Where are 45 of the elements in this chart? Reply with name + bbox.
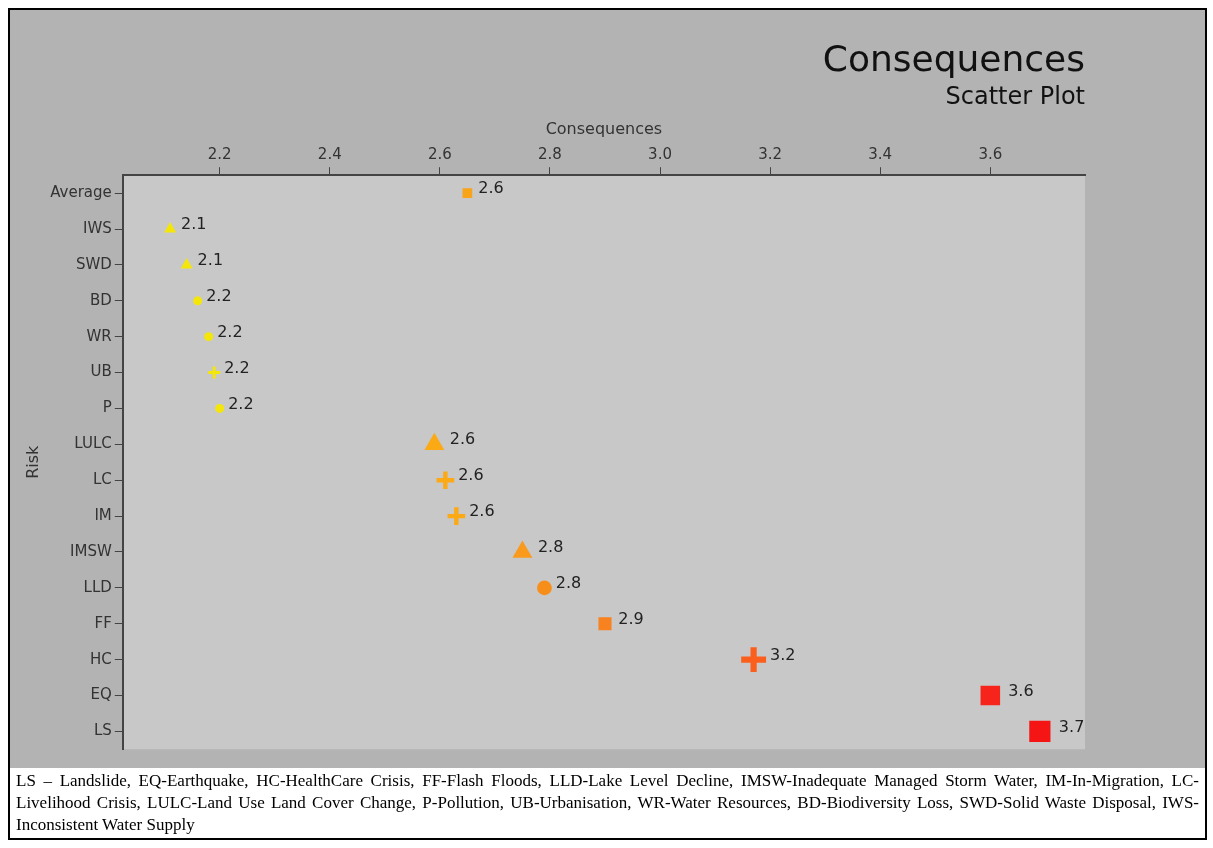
data-label: 3.2 [770, 644, 796, 664]
x-tick-label: 3.2 [758, 145, 783, 164]
y-tick-label: LULC [74, 434, 112, 453]
y-tick-label: WR [86, 326, 112, 345]
data-label: 2.1 [197, 250, 224, 270]
y-tick-label: IWS [83, 218, 112, 237]
text: LS – Landslide, EQ-Earthquake, HC-HealthCare Crisis, FF-Flash Floods, LLD-Lake Level Decline, IMSW-Inadequate Managed Storm Water, IM-In-Migration, LC-Livelihood Crisis, LULC-Land Use Land Cover Change, P-Pollution, UB-Urbanisation, WR-Water Resources, BD-Biodiversity Loss, SWD-Solid Waste Disposal, IWS-Inconsistent Water Supply [10, 768, 1205, 838]
data-label: 2.2 [206, 285, 232, 305]
data-label: 3.7 [1058, 716, 1085, 736]
x-tick-label: 2.6 [427, 145, 452, 164]
data-label: 2.6 [458, 465, 484, 485]
data-label: 2.2 [224, 357, 250, 377]
y-tick-label: LS [93, 721, 112, 740]
y-tick-label: LC [92, 470, 112, 489]
data-label: 2.6 [469, 501, 495, 521]
y-tick-label: IMSW [70, 541, 112, 560]
y-tick-label: FF [94, 613, 112, 632]
data-label: 2.8 [537, 537, 564, 557]
data-label: 2.2 [228, 393, 254, 413]
x-tick-label: 2.8 [538, 145, 562, 164]
data-label: 2.9 [618, 608, 644, 628]
y-tick-label: LLD [83, 577, 112, 596]
x-tick-label: 3.6 [978, 145, 1003, 164]
data-label: 3.6 [1008, 680, 1034, 700]
data-label: 2.6 [449, 429, 476, 449]
data-label: 2.1 [181, 214, 207, 234]
x-tick-label: 3.0 [648, 145, 672, 164]
data-label: 2.6 [478, 178, 504, 198]
y-tick-label: Average [50, 183, 112, 202]
x-tick-label: 3.4 [868, 145, 893, 164]
chart-title: Consequences [822, 37, 1085, 79]
x-tick-label: 2.4 [317, 145, 342, 164]
y-tick-label: IM [94, 506, 112, 524]
x-axis-title: Consequences [545, 118, 663, 138]
y-tick-label: HC [90, 649, 112, 668]
y-tick-label: P [102, 398, 112, 417]
y-tick-label: SWD [75, 254, 112, 273]
data-label: 2.8 [555, 573, 582, 593]
y-tick-label: EQ [90, 685, 112, 704]
data-label: 2.2 [217, 321, 243, 341]
y-tick-label: UB [90, 362, 112, 381]
y-axis-title: Risk [22, 444, 42, 479]
chart-subtitle: Scatter Plot [945, 81, 1085, 110]
y-tick-label: BD [89, 290, 112, 309]
x-tick-label: 2.2 [207, 145, 232, 164]
